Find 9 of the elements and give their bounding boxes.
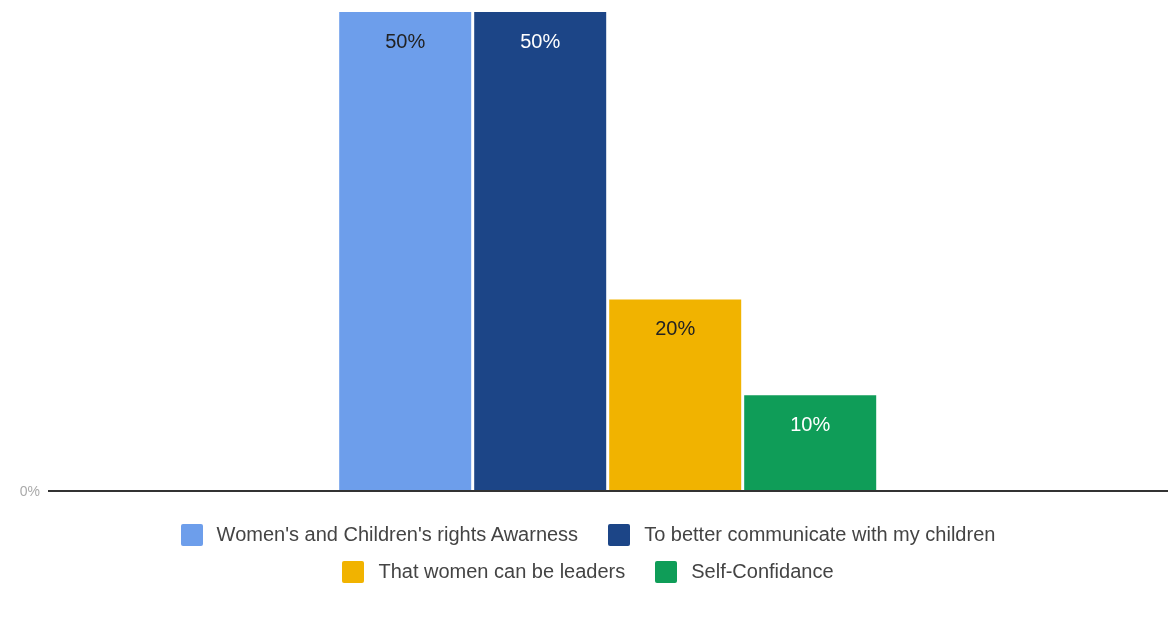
data-label: 50%: [520, 30, 561, 52]
legend-label: Self-Confidance: [691, 560, 834, 583]
legend-label: Women's and Children's rights Awarness: [216, 523, 579, 546]
text: 0%: [19, 482, 40, 499]
data-label: 50%: [385, 30, 426, 52]
legend-label: To better communicate with my children: [644, 523, 996, 546]
data-label: 10%: [790, 413, 831, 436]
legend-label: That women can be leaders: [378, 560, 626, 583]
data-label: 20%: [655, 317, 696, 340]
